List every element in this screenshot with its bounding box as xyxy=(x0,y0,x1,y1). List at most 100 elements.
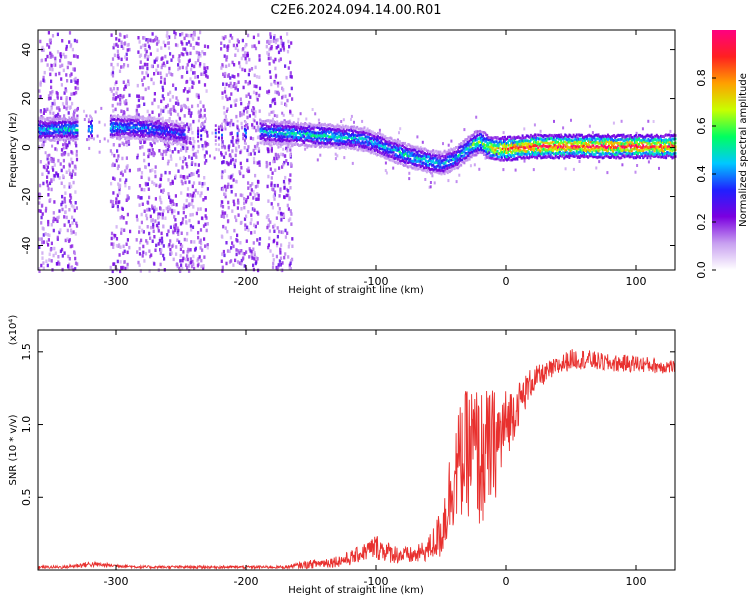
heatmap-cell xyxy=(189,43,192,47)
heatmap-cell xyxy=(432,163,435,167)
heatmap-cell xyxy=(147,116,150,119)
heatmap-cell xyxy=(74,261,78,265)
heatmap-cell xyxy=(100,106,103,110)
heatmap-cell xyxy=(64,123,66,126)
heatmap-cell xyxy=(56,219,59,223)
heatmap-cell xyxy=(647,160,650,164)
heatmap-cell xyxy=(125,178,128,182)
heatmap-cell xyxy=(56,32,59,37)
heatmap-cell xyxy=(68,96,72,101)
heatmap-cell xyxy=(467,156,470,160)
heatmap-cell xyxy=(45,124,48,127)
heatmap-cell xyxy=(113,153,116,158)
heatmap-cell xyxy=(236,233,239,238)
heatmap-cell xyxy=(225,64,228,69)
heatmap-cell xyxy=(56,235,59,240)
heatmap-cell xyxy=(166,31,169,35)
heatmap-cell xyxy=(347,142,350,145)
heatmap-cell xyxy=(447,179,450,183)
heatmap-cell xyxy=(507,154,509,158)
heatmap-cell xyxy=(116,131,118,134)
heatmap-cell xyxy=(380,139,383,143)
heatmap-cell xyxy=(266,51,269,55)
heatmap-cell xyxy=(267,142,270,146)
heatmap-cell xyxy=(145,71,148,75)
heatmap-cell xyxy=(172,105,175,109)
heatmap-cell xyxy=(149,225,153,230)
heatmap-cell xyxy=(61,130,64,133)
heatmap-cell xyxy=(48,67,51,71)
heatmap-cell xyxy=(48,258,51,262)
heatmap-cell xyxy=(371,150,374,153)
heatmap-cell xyxy=(188,218,191,223)
heatmap-cell xyxy=(49,198,52,202)
heatmap-cell xyxy=(202,266,205,270)
heatmap-cell xyxy=(194,151,197,156)
heatmap-cell xyxy=(268,229,271,233)
heatmap-cell xyxy=(150,120,153,123)
heatmap-cell xyxy=(125,140,128,144)
heatmap-cell xyxy=(519,155,522,159)
heatmap-cell xyxy=(182,210,185,215)
heatmap-cell xyxy=(75,120,78,123)
heatmap-cell xyxy=(59,134,62,137)
heatmap-cell xyxy=(282,48,286,52)
heatmap-cell xyxy=(59,52,62,56)
heatmap-cell xyxy=(126,125,129,129)
heatmap-cell xyxy=(177,102,180,106)
heatmap-cell xyxy=(64,210,67,215)
heatmap-cell xyxy=(87,120,90,124)
heatmap-cell xyxy=(249,221,252,226)
heatmap-cell xyxy=(473,163,476,167)
heatmap-cell xyxy=(129,229,132,234)
heatmap-cell xyxy=(234,103,237,107)
heatmap-cell xyxy=(449,169,452,172)
heatmap-cell xyxy=(472,154,475,157)
heatmap-cell xyxy=(274,40,277,45)
heatmap-cell xyxy=(193,140,196,144)
heatmap-cell xyxy=(233,202,236,207)
heatmap-cell xyxy=(58,230,61,235)
heatmap-cell xyxy=(186,164,189,169)
heatmap-cell xyxy=(333,144,336,148)
heatmap-cell xyxy=(267,127,270,131)
heatmap-cell xyxy=(49,96,52,100)
heatmap-cell xyxy=(397,140,400,143)
heatmap-cell xyxy=(112,86,116,91)
heatmap-cell xyxy=(145,38,148,42)
heatmap-cell xyxy=(372,142,375,146)
heatmap-cell xyxy=(175,128,178,131)
heatmap-cell xyxy=(155,243,158,248)
heatmap-cell xyxy=(472,139,475,142)
heatmap-cell xyxy=(206,130,209,135)
heatmap-cell xyxy=(148,208,151,212)
heatmap-cell xyxy=(144,47,147,52)
heatmap-cell xyxy=(46,63,49,67)
heatmap-cell xyxy=(511,151,514,155)
heatmap-cell xyxy=(189,51,192,56)
heatmap-cell xyxy=(472,142,475,145)
heatmap-cell xyxy=(126,195,129,199)
heatmap-cell xyxy=(66,228,69,233)
heatmap-cell xyxy=(227,145,230,149)
heatmap-cell xyxy=(425,153,428,157)
heatmap-cell xyxy=(441,161,444,164)
heatmap-cell xyxy=(533,123,536,127)
heatmap-cell xyxy=(363,126,366,129)
heatmap-cell xyxy=(499,153,502,156)
heatmap-cell xyxy=(183,128,186,132)
heatmap-cell xyxy=(413,165,416,169)
heatmap-cell xyxy=(54,128,57,131)
heatmap-cell xyxy=(259,137,262,141)
heatmap-cell xyxy=(48,38,51,43)
heatmap-cell xyxy=(123,249,126,254)
heatmap-cell xyxy=(351,161,354,165)
heatmap-cell xyxy=(154,139,157,143)
heatmap-cell xyxy=(192,181,196,185)
heatmap-cell xyxy=(254,173,257,178)
heatmap-cell xyxy=(179,138,182,142)
heatmap-cell xyxy=(63,114,66,118)
heatmap-cell xyxy=(157,242,160,246)
heatmap-cell xyxy=(42,165,45,169)
heatmap-cell xyxy=(347,132,350,136)
